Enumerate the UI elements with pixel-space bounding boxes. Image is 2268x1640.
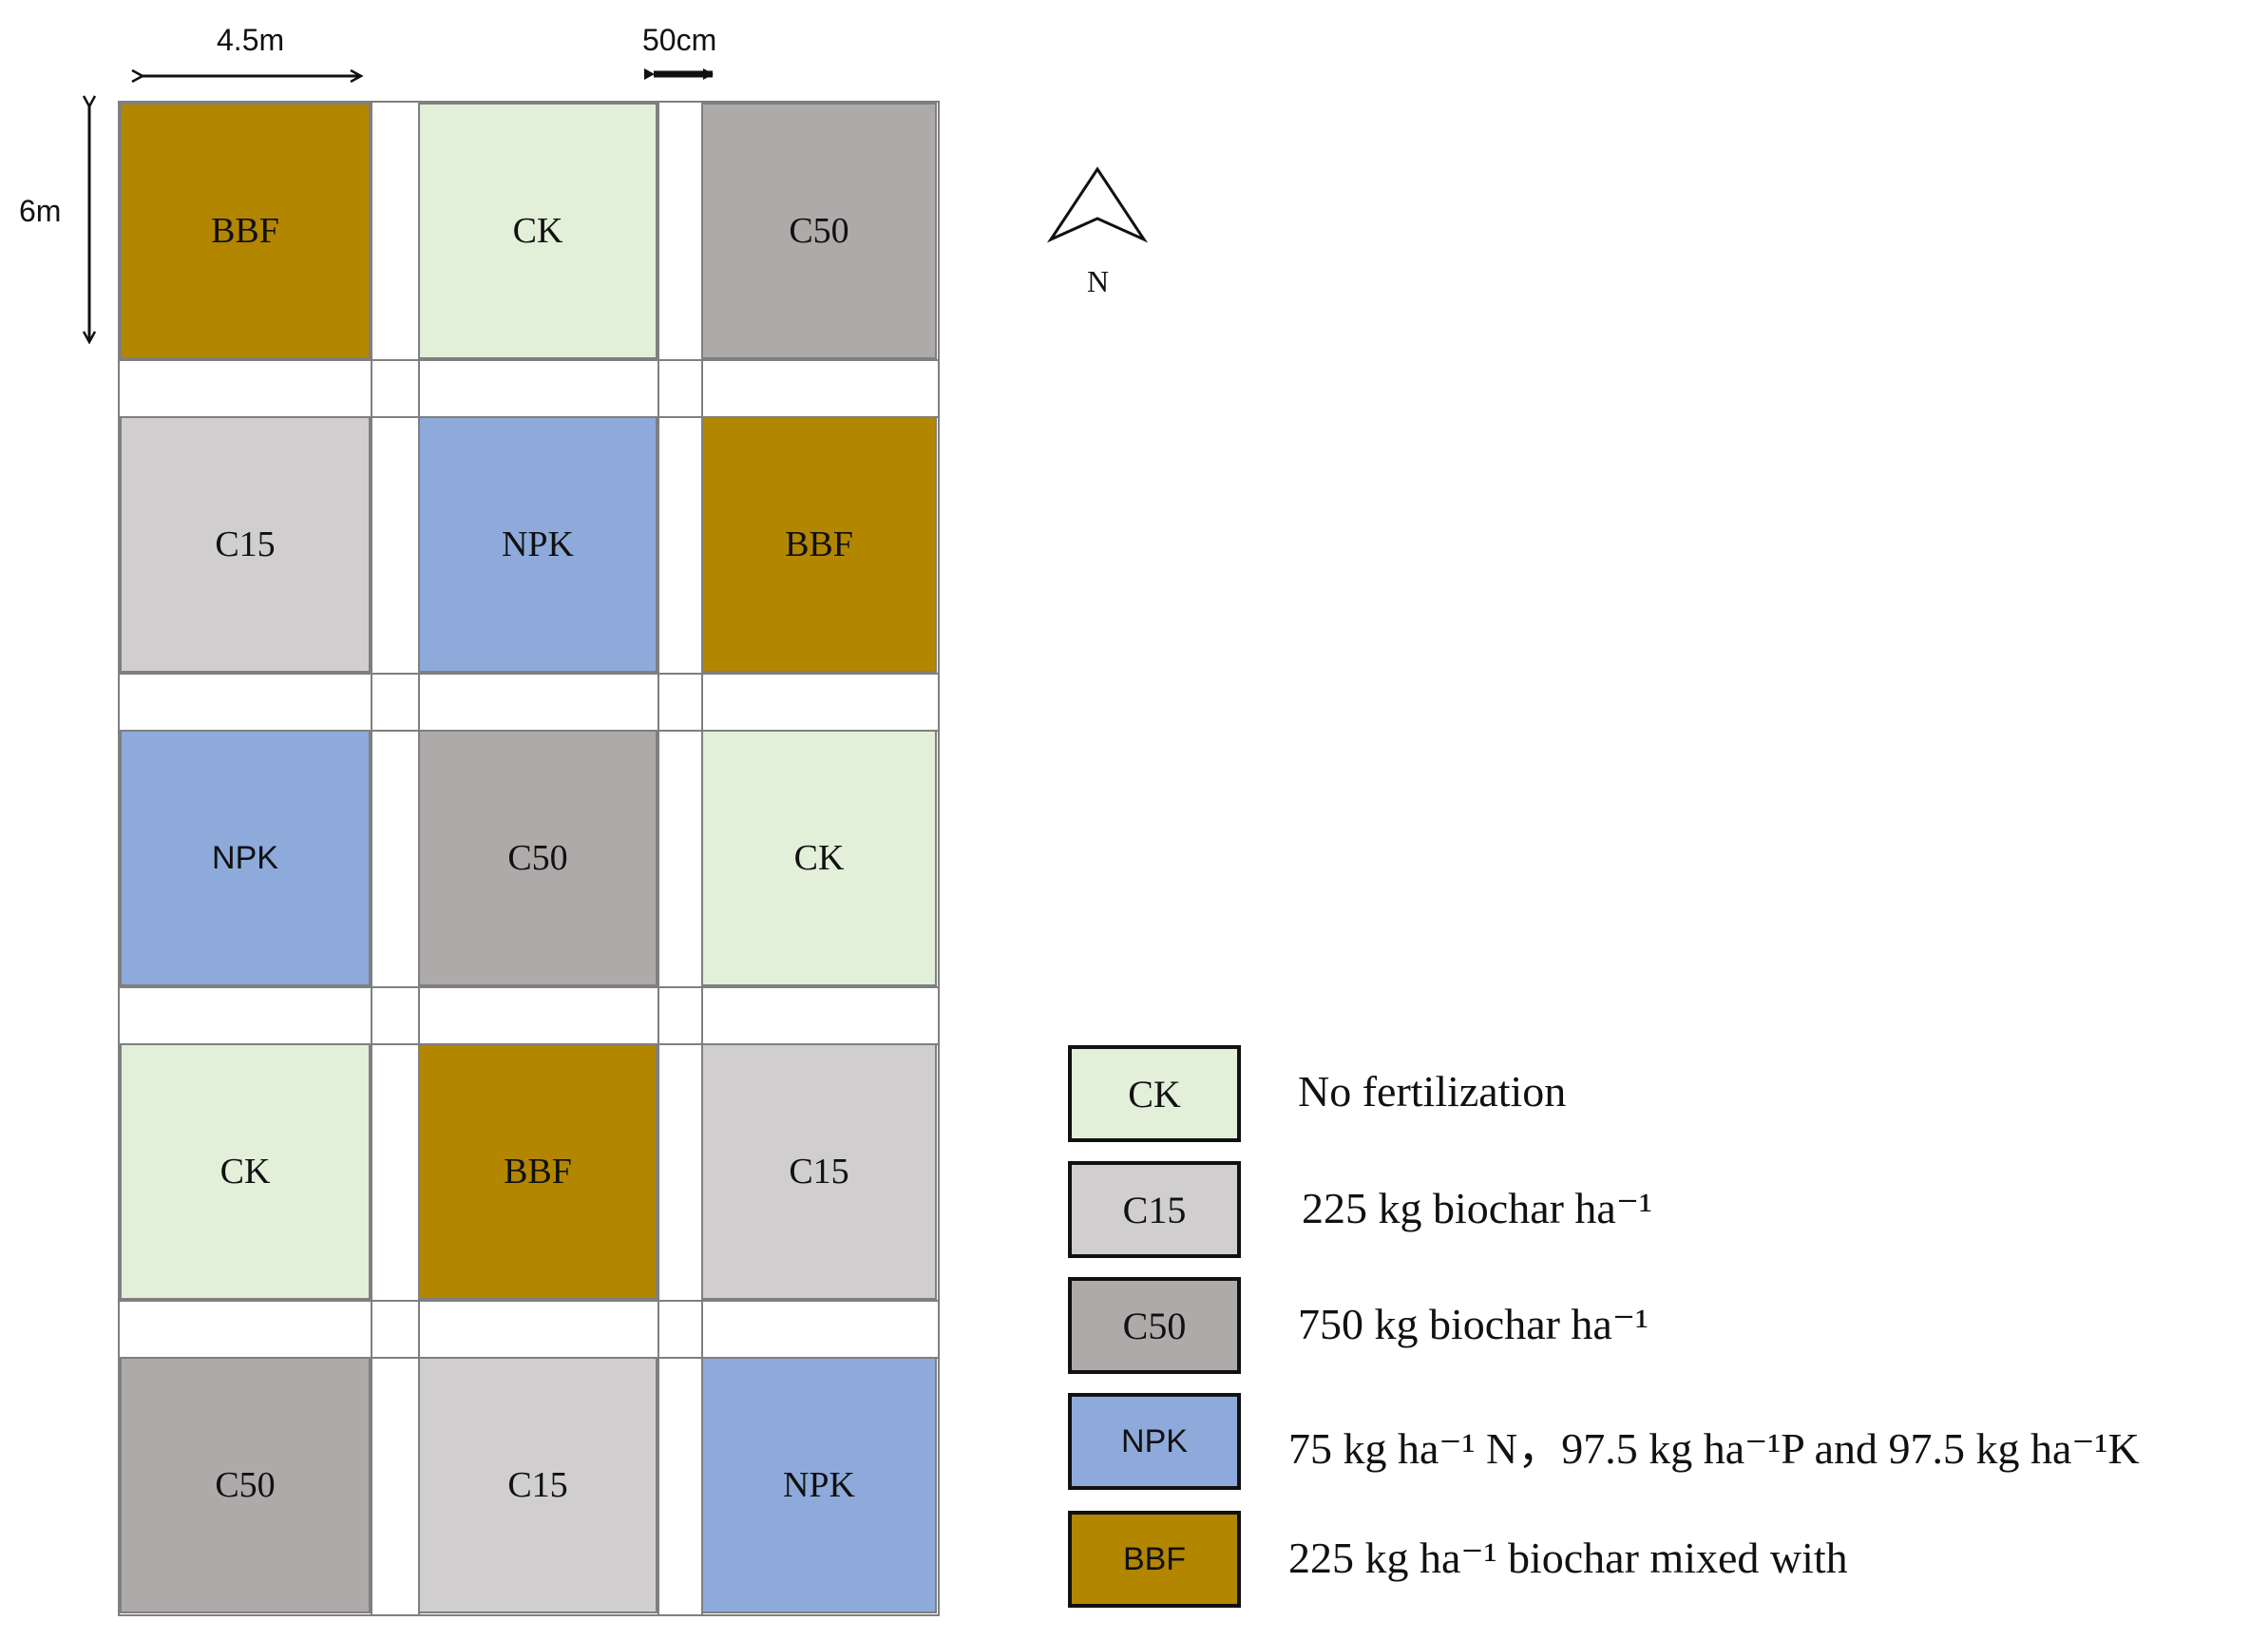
path-width-label: 50cm xyxy=(642,23,717,57)
plot-width-label: 4.5m xyxy=(217,23,285,57)
legend-description-c50: 750 kg biochar ha⁻¹ xyxy=(1298,1300,1649,1348)
plot-npk: NPK xyxy=(418,416,658,673)
plot-c50: C50 xyxy=(120,1357,371,1613)
plot-c15: C15 xyxy=(701,1043,937,1300)
plot-ck: CK xyxy=(701,730,937,986)
field-grid: BBF CK C50 C15 NPK BBF NPK C50 CK CK BBF C15 C50 C15 N… xyxy=(118,101,940,1616)
plot-c50: C50 xyxy=(701,103,937,359)
legend-swatch-c15: C15 xyxy=(1068,1161,1241,1258)
legend-swatch-ck: CK xyxy=(1068,1045,1241,1142)
plot-bbf: BBF xyxy=(120,103,371,359)
plot-bbf: BBF xyxy=(701,416,937,673)
north-label: N xyxy=(1087,264,1110,298)
legend-description-bbf: 225 kg ha⁻¹ biochar mixed with xyxy=(1288,1534,1848,1582)
path-line xyxy=(120,359,938,361)
path-line xyxy=(120,986,938,988)
plot-ck: CK xyxy=(418,103,658,359)
plot-c15: C15 xyxy=(418,1357,658,1613)
legend-description-npk: 75 kg ha⁻¹ N，97.5 kg ha⁻¹P and 97.5 kg h… xyxy=(1288,1424,2140,1473)
path-line xyxy=(120,673,938,675)
legend-description-ck: No fertilization xyxy=(1298,1067,1567,1116)
path-line xyxy=(371,103,372,1614)
legend-swatch-c50: C50 xyxy=(1068,1277,1241,1374)
plot-npk: NPK xyxy=(120,730,371,986)
north-arrow-icon xyxy=(1046,166,1149,243)
plot-height-label: 6m xyxy=(19,194,62,228)
path-line xyxy=(658,103,659,1614)
legend-swatch-npk: NPK xyxy=(1068,1393,1241,1490)
legend-description-c15: 225 kg biochar ha⁻¹ xyxy=(1302,1184,1652,1232)
plot-c50: C50 xyxy=(418,730,658,986)
legend-swatch-bbf: BBF xyxy=(1068,1511,1241,1608)
plot-ck: CK xyxy=(120,1043,371,1300)
plot-c15: C15 xyxy=(120,416,371,673)
plot-bbf: BBF xyxy=(418,1043,658,1300)
plot-npk: NPK xyxy=(701,1357,937,1613)
path-line xyxy=(120,1300,938,1302)
